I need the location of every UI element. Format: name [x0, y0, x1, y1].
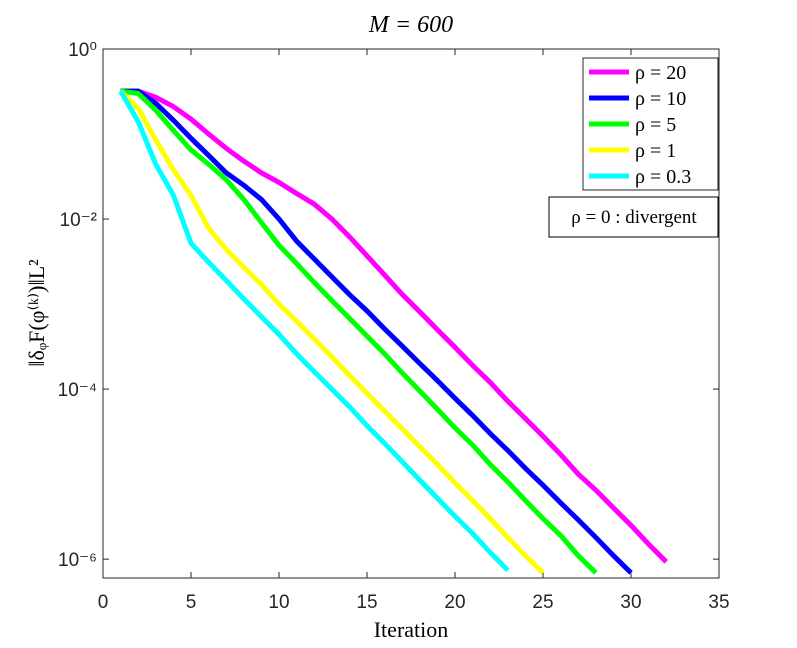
x-tick-label: 20 — [444, 592, 465, 613]
x-tick-label: 0 — [98, 592, 109, 613]
x-tick-label: 15 — [356, 592, 377, 613]
legend-label: ρ = 5 — [635, 114, 676, 136]
line — [120, 88, 598, 575]
y-axis-label: ‖δᵩF(φ⁽ᵏ⁾)‖L² — [24, 259, 49, 367]
annotation: ρ = 0 : divergent — [571, 207, 697, 228]
legend-label: ρ = 10 — [635, 88, 686, 110]
line — [118, 89, 545, 575]
axes-frame — [102, 48, 720, 579]
x-tick-label: 25 — [532, 592, 553, 613]
legend-label: ρ = 0.3 — [635, 166, 691, 188]
y-tick-label: 10⁻⁴ — [58, 380, 97, 401]
x-tick-label: 5 — [186, 592, 197, 613]
y-tick-label: 10⁻⁶ — [58, 550, 97, 571]
legend-label: ρ = 20 — [635, 62, 686, 84]
x-tick-label: 30 — [620, 592, 641, 613]
legend-label: ρ = 1 — [635, 140, 676, 162]
x-tick-label: 10 — [268, 592, 289, 613]
annotation-box — [548, 196, 719, 238]
line — [120, 88, 668, 564]
x-axis-label: Iteration — [374, 617, 449, 642]
line — [118, 89, 510, 573]
y-tick-label: 10⁻² — [60, 210, 98, 231]
line — [120, 88, 633, 575]
y-tick-label: 10⁰ — [68, 40, 97, 61]
chart-title: M = 600 — [368, 12, 453, 38]
x-tick-label: 35 — [708, 592, 729, 613]
